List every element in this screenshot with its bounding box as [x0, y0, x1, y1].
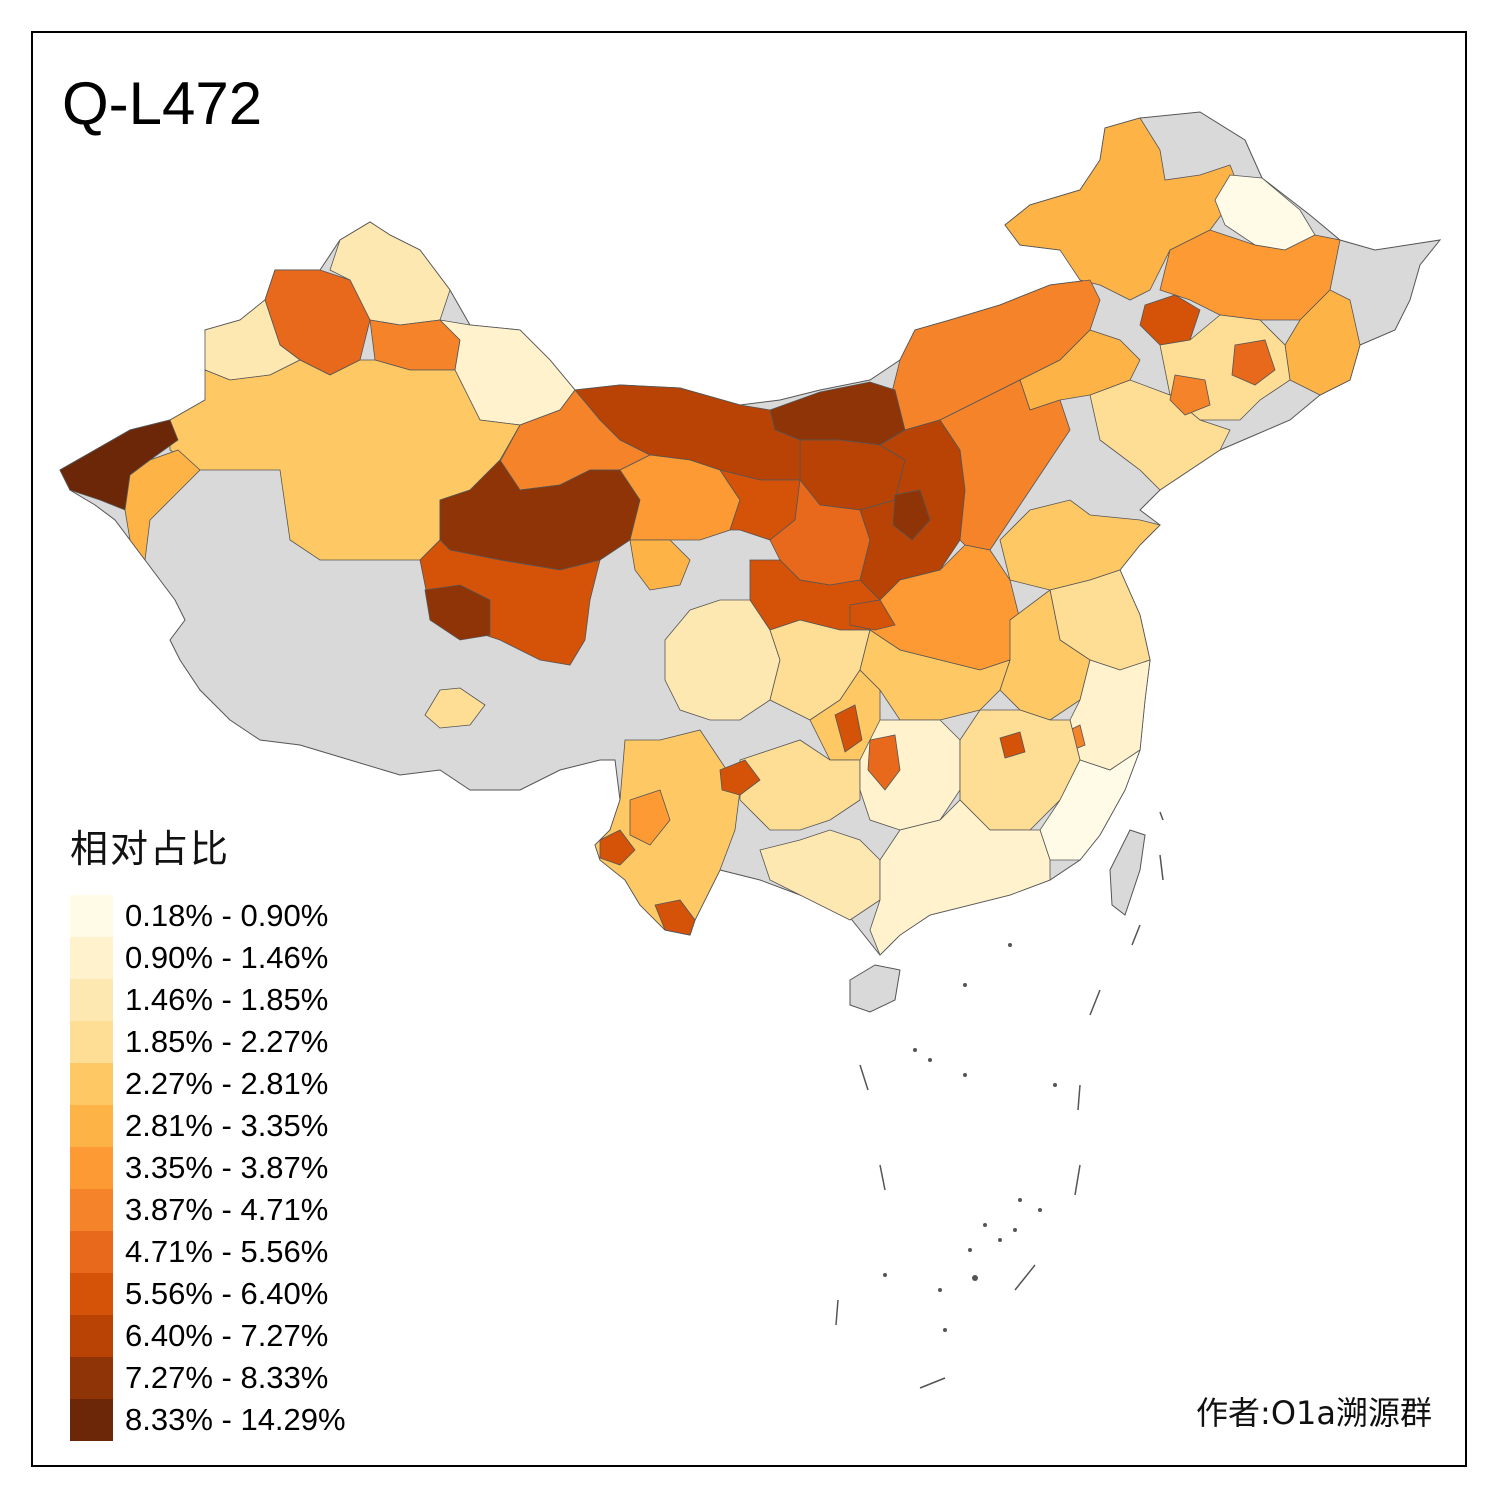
map-frame [31, 31, 1467, 1467]
region-yunnan-east [629, 789, 671, 846]
region-shanxi-2 [892, 489, 931, 541]
legend-item: 1.85% - 2.27% [70, 1021, 346, 1063]
region-guizhou [739, 739, 861, 831]
legend-item: 6.40% - 7.27% [70, 1315, 346, 1357]
region-chongqing-2 [834, 704, 863, 753]
legend-label: 3.87% - 4.71% [125, 1192, 329, 1227]
region-xinjiang-kashgar-2 [124, 449, 201, 562]
legend-item: 3.87% - 4.71% [70, 1189, 346, 1231]
legend-swatch [70, 1021, 113, 1063]
legend-label: 2.27% - 2.81% [125, 1066, 329, 1101]
legend-item: 2.27% - 2.81% [70, 1063, 346, 1105]
region-shandong [999, 499, 1161, 591]
region-northeast-7 [1231, 339, 1276, 386]
legend-swatch [70, 1189, 113, 1231]
legend-swatch [70, 1147, 113, 1189]
legend-item: 4.71% - 5.56% [70, 1231, 346, 1273]
legend-swatch [70, 1357, 113, 1399]
legend-swatch [70, 1063, 113, 1105]
region-gansu-south [629, 539, 691, 591]
legend-label: 1.85% - 2.27% [125, 1024, 329, 1059]
region-hainan [849, 964, 901, 1013]
legend: 相对占比 0.18% - 0.90% 0.90% - 1.46% 1.46% - 1… [70, 818, 346, 1441]
legend-swatch [70, 1315, 113, 1357]
legend-label: 7.27% - 8.33% [125, 1360, 329, 1395]
legend-swatch [70, 937, 113, 979]
region-henan-2 [849, 599, 896, 631]
region-hubei [859, 629, 1011, 721]
legend-item: 0.90% - 1.46% [70, 937, 346, 979]
legend-item: 2.81% - 3.35% [70, 1105, 346, 1147]
region-yunnan-south [654, 899, 696, 936]
legend-swatch [70, 895, 113, 937]
region-tibet-spot [424, 687, 486, 729]
region-hunan-spot [867, 734, 901, 791]
legend-swatch [70, 1231, 113, 1273]
region-northeast-1 [1004, 117, 1241, 301]
region-gansu-mid [619, 454, 741, 541]
legend-label: 0.18% - 0.90% [125, 898, 329, 933]
island-dots [883, 943, 1057, 1332]
legend-swatch [70, 1105, 113, 1147]
region-taiwan [1109, 829, 1146, 916]
legend-item: 5.56% - 6.40% [70, 1273, 346, 1315]
legend-label: 6.40% - 7.27% [125, 1318, 329, 1353]
legend-item: 3.35% - 3.87% [70, 1147, 346, 1189]
author-credit: 作者:O1a溯源群 [1196, 1394, 1432, 1432]
nine-dash-line [835, 811, 1164, 1389]
legend-item: 1.46% - 1.85% [70, 979, 346, 1021]
legend-rows: 0.18% - 0.90% 0.90% - 1.46% 1.46% - 1.85% 1… [70, 895, 346, 1441]
legend-swatch [70, 1273, 113, 1315]
legend-label: 2.81% - 3.35% [125, 1108, 329, 1143]
legend-label: 8.33% - 14.29% [125, 1402, 346, 1437]
region-guangdong [869, 799, 1051, 956]
map-title: Q-L472 [62, 70, 263, 137]
legend-label: 5.56% - 6.40% [125, 1276, 329, 1311]
legend-item: 0.18% - 0.90% [70, 895, 346, 937]
legend-label: 1.46% - 1.85% [125, 982, 329, 1017]
legend-label: 0.90% - 1.46% [125, 940, 329, 975]
legend-swatch [70, 979, 113, 1021]
region-xinjiang-south [169, 359, 521, 561]
region-inner-mongolia-center [769, 381, 906, 446]
legend-label: 4.71% - 5.56% [125, 1234, 329, 1269]
region-liaoning [1089, 379, 1231, 491]
legend-item: 8.33% - 14.29% [70, 1399, 346, 1441]
region-hebei [939, 379, 1071, 551]
region-guizhou-spot [719, 759, 761, 796]
legend-title: 相对占比 [70, 827, 231, 871]
legend-swatch [70, 1399, 113, 1441]
region-qinghai-yushu [424, 584, 491, 641]
region-jiangxi-spot [999, 731, 1026, 759]
legend-item: 7.27% - 8.33% [70, 1357, 346, 1399]
region-yunnan-sw [599, 829, 636, 866]
legend-label: 3.35% - 3.87% [125, 1150, 329, 1185]
region-liaoning-2 [1169, 374, 1211, 416]
